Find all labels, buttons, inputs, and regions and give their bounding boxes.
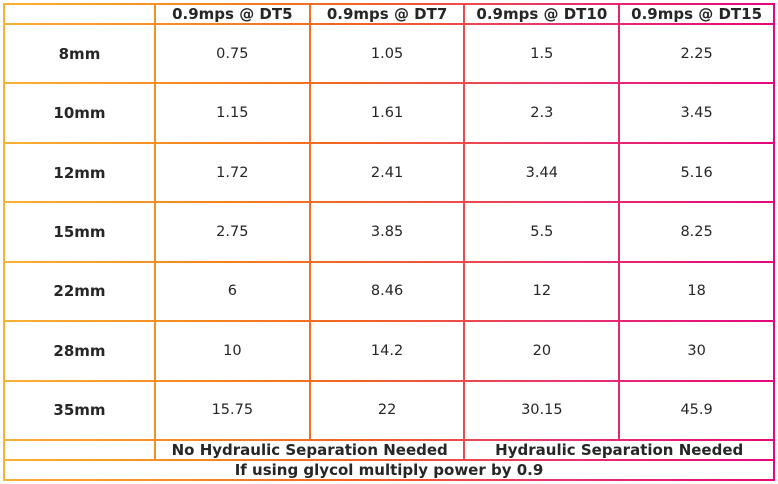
value-cell: 1.72 xyxy=(155,143,309,202)
table-row: 8mm 0.75 1.05 1.5 2.25 xyxy=(5,25,773,83)
row-label: 28mm xyxy=(5,322,154,380)
value-cell: 8.46 xyxy=(310,262,464,321)
row-label: 22mm xyxy=(5,262,154,321)
value-cell: 22 xyxy=(310,381,464,439)
value-cell: 18 xyxy=(620,262,773,321)
glycol-row: If using glycol multiply power by 0.9 xyxy=(5,461,773,479)
table-row: 10mm 1.15 1.61 2.3 3.45 xyxy=(5,84,773,142)
value-cell: 0.75 xyxy=(155,25,309,83)
value-cell: 30.15 xyxy=(465,381,619,439)
row-label: 8mm xyxy=(5,25,154,83)
column-header: 0.9mps @ DT5 xyxy=(155,5,309,23)
value-cell: 2.41 xyxy=(310,143,464,202)
value-cell: 2.75 xyxy=(155,203,309,261)
value-cell: 45.9 xyxy=(620,381,773,439)
table-row: 15mm 2.75 3.85 5.5 8.25 xyxy=(5,203,773,261)
separation-label: Hydraulic Separation Needed xyxy=(465,441,773,459)
value-cell: 1.61 xyxy=(310,84,464,142)
header-row: 0.9mps @ DT5 0.9mps @ DT7 0.9mps @ DT10 0.9… xyxy=(5,5,773,23)
column-header: 0.9mps @ DT10 xyxy=(465,5,619,23)
value-cell: 14.2 xyxy=(310,322,464,380)
data-table: 0.9mps @ DT5 0.9mps @ DT7 0.9mps @ DT10 0.9… xyxy=(3,3,775,481)
row-label: 15mm xyxy=(5,203,154,261)
value-cell: 6 xyxy=(155,262,309,321)
footer-empty-cell xyxy=(5,441,154,459)
value-cell: 8.25 xyxy=(620,203,773,261)
table-row: 28mm 10 14.2 20 30 xyxy=(5,322,773,380)
value-cell: 1.5 xyxy=(465,25,619,83)
row-label: 35mm xyxy=(5,381,154,439)
value-cell: 5.5 xyxy=(465,203,619,261)
value-cell: 1.15 xyxy=(155,84,309,142)
corner-cell xyxy=(5,5,154,23)
table-row: 22mm 6 8.46 12 18 xyxy=(5,262,773,321)
value-cell: 20 xyxy=(465,322,619,380)
table-row: 35mm 15.75 22 30.15 45.9 xyxy=(5,381,773,439)
row-label: 10mm xyxy=(5,84,154,142)
row-label: 12mm xyxy=(5,143,154,202)
table-row: 12mm 1.72 2.41 3.44 5.16 xyxy=(5,143,773,202)
value-cell: 12 xyxy=(465,262,619,321)
value-cell: 5.16 xyxy=(620,143,773,202)
value-cell: 3.45 xyxy=(620,84,773,142)
value-cell: 3.44 xyxy=(465,143,619,202)
value-cell: 1.05 xyxy=(310,25,464,83)
separation-row: No Hydraulic Separation Needed Hydraulic… xyxy=(5,441,773,459)
no-separation-label: No Hydraulic Separation Needed xyxy=(155,441,464,459)
column-header: 0.9mps @ DT15 xyxy=(620,5,773,23)
column-header: 0.9mps @ DT7 xyxy=(310,5,464,23)
value-cell: 15.75 xyxy=(155,381,309,439)
value-cell: 2.25 xyxy=(620,25,773,83)
glycol-note: If using glycol multiply power by 0.9 xyxy=(5,461,773,479)
value-cell: 30 xyxy=(620,322,773,380)
value-cell: 3.85 xyxy=(310,203,464,261)
value-cell: 10 xyxy=(155,322,309,380)
value-cell: 2.3 xyxy=(465,84,619,142)
